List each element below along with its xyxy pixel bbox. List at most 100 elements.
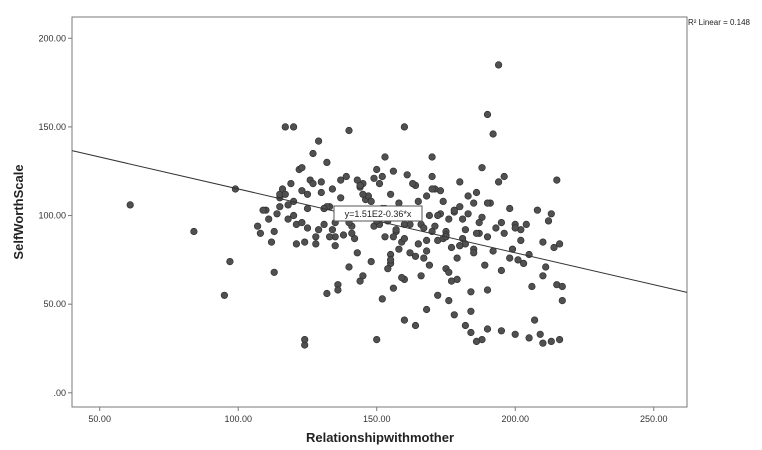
data-point <box>445 215 453 223</box>
data-point <box>447 277 456 285</box>
data-point <box>506 204 514 213</box>
data-point <box>353 249 361 257</box>
x-tick-label: 150.00 <box>363 414 391 424</box>
fit-line-label-box: y=1.51E2-0.36*x <box>333 205 423 222</box>
data-point <box>281 123 289 131</box>
data-point <box>281 190 289 198</box>
data-point <box>472 229 481 237</box>
data-point <box>395 199 403 207</box>
data-point <box>359 190 367 198</box>
data-point <box>558 282 566 291</box>
data-point <box>298 164 306 172</box>
data-point <box>317 188 325 197</box>
data-point <box>450 311 458 319</box>
data-point <box>409 180 417 188</box>
data-point <box>387 190 395 198</box>
data-point <box>411 252 420 260</box>
y-tick-label: 150.00 <box>38 122 66 132</box>
data-point <box>539 339 547 347</box>
data-point <box>400 316 409 324</box>
data-point <box>389 284 398 292</box>
x-tick-label: 50.00 <box>88 414 111 424</box>
data-point <box>495 178 503 186</box>
data-point <box>459 215 467 223</box>
data-point <box>489 130 497 138</box>
data-point <box>389 233 398 241</box>
data-point <box>428 172 436 181</box>
y-tick-label: 50.00 <box>43 299 66 309</box>
data-point <box>467 328 475 337</box>
x-tick-label: 200.00 <box>501 414 529 424</box>
data-point <box>395 245 403 253</box>
data-point <box>392 226 400 234</box>
data-point <box>539 272 547 280</box>
data-point <box>428 153 436 161</box>
data-point <box>423 247 431 255</box>
data-point <box>467 288 475 296</box>
data-point <box>339 231 348 239</box>
data-point <box>389 167 398 175</box>
data-points <box>126 61 566 349</box>
data-point <box>367 197 375 205</box>
data-point <box>298 187 306 195</box>
data-point <box>381 153 389 161</box>
data-point <box>445 297 453 305</box>
data-point <box>259 206 267 214</box>
y-tick-label: .00 <box>53 388 66 398</box>
data-point <box>450 206 458 214</box>
data-point <box>301 238 309 246</box>
data-point <box>428 185 436 193</box>
data-point <box>475 219 483 227</box>
data-point <box>381 233 389 241</box>
data-point <box>472 337 481 346</box>
data-point <box>348 229 356 237</box>
data-point <box>558 297 566 305</box>
data-point <box>453 254 461 262</box>
data-point <box>309 180 317 188</box>
y-axis-ticks: .00 50.00 100.00 150.00 200.00 <box>38 33 72 398</box>
data-point <box>345 263 353 271</box>
y-axis-title: SelfWorthScale <box>11 164 26 259</box>
data-point <box>290 211 298 220</box>
data-point <box>309 149 317 158</box>
data-point <box>265 215 273 223</box>
plot-area-frame <box>71 16 688 408</box>
data-point <box>470 249 478 257</box>
data-point <box>256 229 265 237</box>
data-point <box>387 256 395 264</box>
data-point <box>530 316 539 324</box>
data-point <box>270 227 278 236</box>
data-point <box>495 61 503 69</box>
data-point <box>403 171 411 179</box>
data-point <box>417 272 425 280</box>
data-point <box>517 236 525 244</box>
data-point <box>220 291 228 299</box>
x-tick-label: 250.00 <box>640 414 668 424</box>
data-point <box>411 321 420 330</box>
data-point <box>511 224 519 232</box>
data-point <box>500 172 508 181</box>
y-tick-label: 100.00 <box>38 211 66 221</box>
data-point <box>312 240 320 248</box>
data-point <box>312 233 320 241</box>
data-point <box>547 210 555 218</box>
fit-line <box>71 150 688 293</box>
data-point <box>423 305 431 314</box>
data-point <box>420 224 428 232</box>
data-point <box>254 222 262 230</box>
data-point <box>290 123 298 131</box>
data-point <box>414 197 422 205</box>
data-point <box>273 210 281 218</box>
data-point <box>303 204 312 213</box>
data-point <box>370 174 378 182</box>
data-point <box>492 224 500 232</box>
data-point <box>423 192 431 200</box>
data-point <box>315 137 323 145</box>
data-point <box>276 203 284 211</box>
data-point <box>542 263 550 271</box>
r-squared-label: R² Linear = 0.148 <box>688 18 751 27</box>
data-point <box>328 226 337 234</box>
data-point <box>315 226 323 234</box>
data-point <box>420 254 428 262</box>
data-point <box>326 233 334 241</box>
